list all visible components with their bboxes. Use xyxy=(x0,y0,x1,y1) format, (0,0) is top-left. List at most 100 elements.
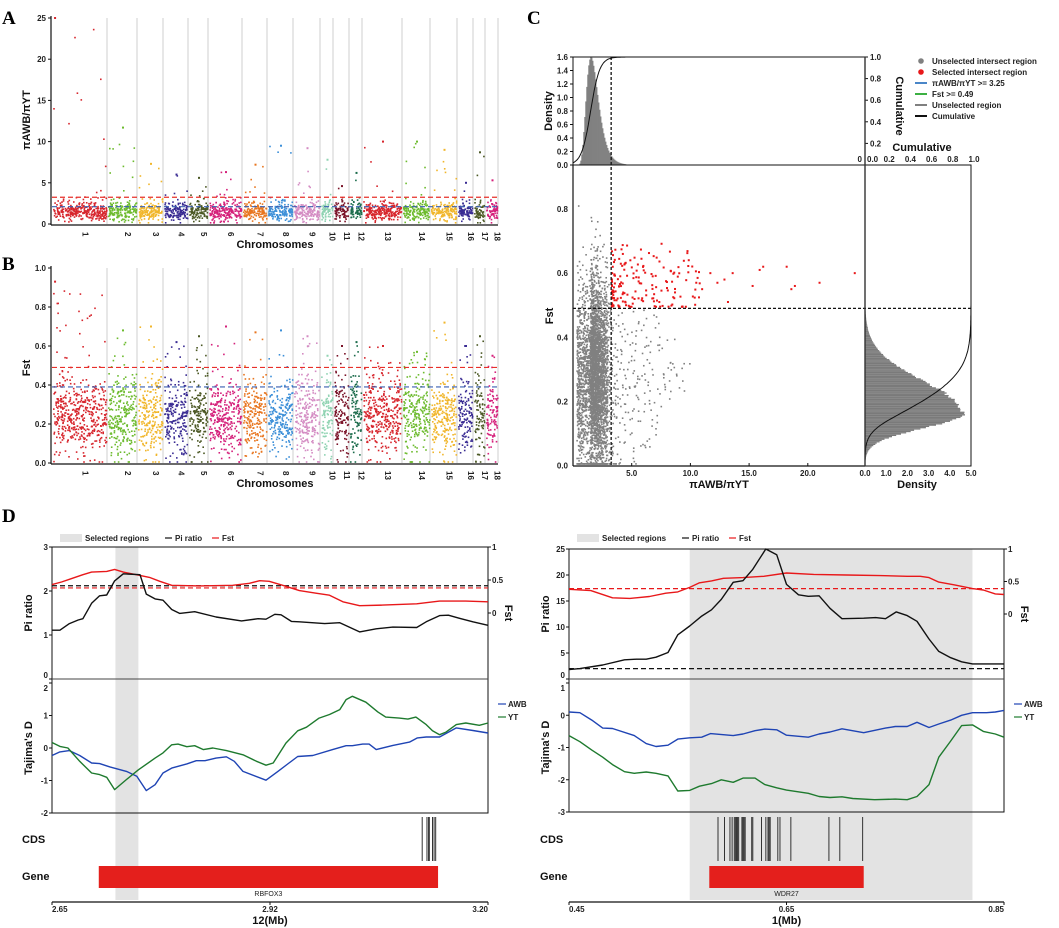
data-point xyxy=(226,188,228,191)
data-point xyxy=(246,402,249,404)
data-point xyxy=(263,211,266,214)
data-point xyxy=(93,418,95,421)
data-point xyxy=(129,406,132,408)
data-point xyxy=(213,447,215,449)
data-point xyxy=(198,203,201,206)
data-point xyxy=(435,208,438,211)
data-point xyxy=(350,203,353,205)
data-point xyxy=(217,206,219,208)
data-point xyxy=(286,424,288,426)
data-point xyxy=(200,344,203,347)
data-point xyxy=(116,380,118,383)
data-point-peak xyxy=(465,181,467,184)
data-point xyxy=(182,204,185,206)
data-point xyxy=(142,394,144,397)
data-point xyxy=(443,168,446,170)
data-point xyxy=(75,410,78,412)
data-point xyxy=(271,394,273,396)
data-point xyxy=(357,212,360,214)
data-point xyxy=(167,437,169,440)
data-point xyxy=(486,206,489,209)
data-point xyxy=(80,382,82,384)
data-point xyxy=(355,211,357,214)
data-point xyxy=(228,406,230,409)
data-point xyxy=(250,210,253,212)
data-point xyxy=(89,216,91,219)
data-point xyxy=(483,215,486,217)
data-point xyxy=(379,211,381,213)
data-point xyxy=(142,402,145,404)
data-point xyxy=(288,210,290,213)
data-point xyxy=(206,208,209,210)
data-point xyxy=(337,202,340,205)
data-point xyxy=(413,146,415,149)
data-point xyxy=(213,222,215,224)
data-point xyxy=(297,206,299,209)
data-point xyxy=(147,222,150,224)
data-point xyxy=(346,424,349,427)
data-point xyxy=(297,380,300,382)
data-point xyxy=(214,411,217,414)
data-point xyxy=(385,212,387,215)
data-point xyxy=(324,218,327,221)
data-point xyxy=(116,214,119,216)
data-point xyxy=(69,382,72,385)
data-point xyxy=(225,422,228,424)
data-point xyxy=(183,201,186,204)
data-point xyxy=(296,448,299,451)
data-point xyxy=(263,409,265,411)
chromosome-10-points xyxy=(321,158,334,222)
data-point xyxy=(161,410,163,412)
data-point xyxy=(324,220,326,222)
data-point xyxy=(194,410,196,412)
data-point xyxy=(78,409,80,411)
data-point xyxy=(289,412,291,414)
data-point xyxy=(203,213,206,216)
data-point xyxy=(391,214,394,216)
data-point xyxy=(437,207,440,209)
data-point xyxy=(227,213,229,215)
data-point xyxy=(141,423,143,425)
data-point xyxy=(128,439,131,441)
data-point xyxy=(152,216,155,218)
data-point xyxy=(61,400,64,403)
data-point xyxy=(65,390,68,393)
data-point xyxy=(246,208,249,211)
data-point xyxy=(255,434,257,436)
data-point xyxy=(381,206,383,209)
data-point xyxy=(164,194,167,196)
data-point xyxy=(178,413,180,416)
data-point xyxy=(120,419,122,421)
data-point xyxy=(196,417,199,420)
data-point xyxy=(257,206,259,208)
data-point xyxy=(302,337,304,340)
data-point xyxy=(427,212,429,215)
data-point xyxy=(357,210,360,212)
data-point xyxy=(123,408,125,411)
data-point xyxy=(283,436,286,438)
data-point xyxy=(404,204,407,207)
data-point xyxy=(231,203,234,205)
data-point xyxy=(251,430,253,432)
data-point xyxy=(222,418,225,421)
data-point xyxy=(322,217,325,219)
data-point xyxy=(219,221,222,223)
data-point xyxy=(224,399,227,402)
data-point xyxy=(155,384,158,387)
data-point xyxy=(280,413,282,415)
data-point xyxy=(403,208,406,211)
data-point xyxy=(490,199,492,201)
data-point xyxy=(54,391,57,394)
data-point xyxy=(284,213,286,216)
data-point xyxy=(268,209,271,211)
data-point xyxy=(301,212,303,215)
data-point xyxy=(347,406,349,409)
data-point xyxy=(326,397,329,400)
data-point xyxy=(248,201,250,204)
data-point xyxy=(377,216,380,219)
data-point xyxy=(152,210,155,212)
data-point xyxy=(248,434,251,437)
data-point xyxy=(57,419,59,422)
data-point xyxy=(185,209,187,211)
data-point xyxy=(178,435,180,437)
